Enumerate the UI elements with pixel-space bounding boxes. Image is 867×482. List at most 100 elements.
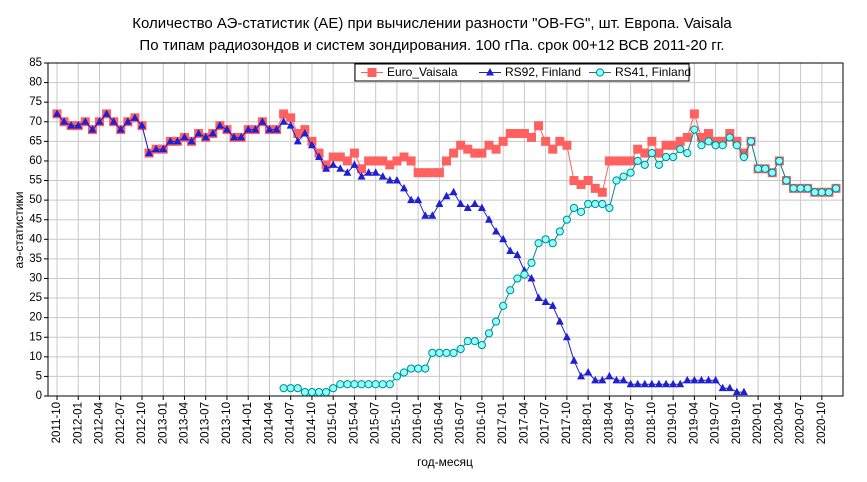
x-tick-label: 2019-04: [688, 401, 700, 444]
marker-circle: [562, 215, 571, 224]
marker-circle: [484, 329, 494, 338]
marker-square: [569, 176, 579, 186]
x-tick-label: 2015-07: [370, 402, 382, 444]
marker-triangle: [180, 132, 189, 141]
marker-circle: [435, 348, 444, 358]
marker-square: [413, 168, 423, 178]
marker-triangle: [669, 379, 678, 388]
x-tick-label: 2011-10: [51, 402, 63, 443]
marker-triangle: [463, 203, 472, 211]
marker-circle: [343, 380, 352, 389]
marker-square: [668, 140, 678, 150]
marker-triangle: [343, 168, 352, 176]
y-tick-label: 80: [29, 77, 42, 89]
marker-circle: [605, 203, 614, 213]
marker-triangle: [421, 211, 430, 219]
series-1: [53, 109, 748, 396]
marker-square: [491, 144, 501, 154]
marker-circle: [711, 141, 720, 150]
x-tick-label: 2018-04: [603, 401, 615, 444]
marker-triangle: [137, 121, 146, 129]
marker-triangle: [619, 375, 628, 384]
marker-square: [442, 156, 451, 166]
plot-area: [48, 63, 843, 396]
marker-circle: [548, 239, 557, 248]
marker-triangle: [74, 121, 83, 129]
marker-triangle: [732, 387, 741, 396]
marker-circle: [406, 364, 416, 373]
x-tick-label: 2014-01: [242, 402, 254, 444]
marker-circle: [789, 184, 798, 193]
chart-title: Количество АЭ-статистик (AE) при вычисле…: [132, 15, 732, 32]
marker-circle: [803, 184, 812, 193]
marker-triangle: [152, 144, 161, 153]
marker-circle: [768, 168, 777, 177]
marker-square: [512, 129, 522, 139]
y-tick-label: 25: [29, 292, 42, 304]
marker-circle: [491, 317, 501, 326]
marker-circle: [378, 380, 387, 389]
marker-circle: [739, 152, 749, 162]
y-tick-label: 40: [29, 233, 42, 245]
marker-triangle: [704, 375, 713, 384]
marker-circle: [746, 137, 756, 146]
marker-triangle: [690, 375, 699, 384]
marker-triangle: [534, 293, 543, 302]
marker-circle: [527, 258, 536, 267]
marker-circle: [619, 172, 628, 181]
marker-triangle: [237, 132, 246, 141]
marker-circle: [357, 380, 366, 389]
marker-triangle: [88, 125, 97, 133]
marker-circle: [598, 199, 607, 209]
marker-square: [399, 152, 409, 162]
marker-square: [534, 121, 544, 131]
x-tick-label: 2012-10: [136, 402, 148, 444]
y-tick-label: 60: [29, 155, 42, 167]
x-tick-label: 2018-01: [582, 402, 594, 444]
marker-circle: [555, 227, 564, 236]
marker-circle: [399, 368, 409, 377]
marker-triangle: [109, 117, 118, 125]
y-tick-label: 75: [29, 96, 42, 108]
marker-square: [498, 136, 508, 146]
marker-square: [633, 144, 643, 154]
marker-triangle: [499, 234, 508, 243]
marker-triangle: [569, 356, 578, 364]
marker-triangle: [145, 148, 154, 157]
x-tick-label: 2018-10: [646, 402, 658, 444]
x-tick-label: 2013-01: [157, 402, 169, 444]
marker-square: [477, 148, 487, 158]
marker-circle: [669, 152, 678, 162]
marker-square: [519, 129, 529, 139]
x-tick-label: 2020-07: [795, 402, 807, 444]
marker-triangle: [513, 250, 522, 258]
marker-triangle: [584, 367, 593, 376]
marker-circle: [329, 384, 338, 393]
marker-circle: [506, 286, 515, 295]
marker-circle: [392, 372, 402, 381]
marker-triangle: [173, 136, 182, 145]
y-tick-label: 45: [29, 214, 42, 226]
marker-triangle: [527, 273, 536, 282]
x-tick-label: 2016-04: [433, 401, 445, 444]
marker-circle: [824, 188, 834, 197]
marker-square: [583, 176, 593, 186]
marker-triangle: [265, 125, 274, 133]
y-tick-label: 20: [29, 312, 42, 324]
marker-triangle: [683, 375, 692, 384]
marker-triangle: [315, 152, 324, 161]
marker-square: [293, 129, 303, 139]
marker-triangle: [201, 132, 210, 141]
marker-triangle: [371, 168, 380, 176]
legend-label: Euro_Vaisala: [387, 65, 458, 79]
marker-circle: [697, 141, 706, 150]
marker-square: [456, 140, 466, 150]
marker-triangle: [116, 125, 125, 133]
marker-triangle: [53, 109, 61, 117]
marker-circle: [385, 380, 394, 389]
marker-circle: [293, 384, 302, 393]
marker-triangle: [166, 136, 175, 145]
x-axis-label: год-месяц: [417, 455, 473, 469]
marker-circle: [456, 344, 465, 354]
x-tick-label: 2017-01: [497, 402, 509, 444]
